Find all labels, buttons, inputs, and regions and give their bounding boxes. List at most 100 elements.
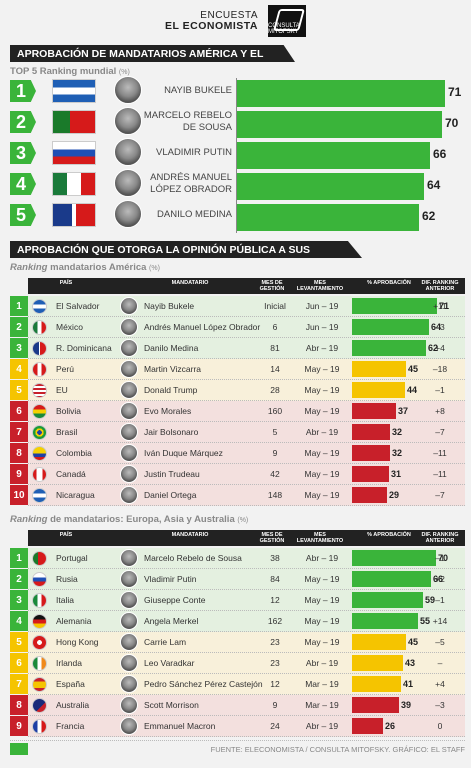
country-name: Nicaragua	[56, 490, 95, 500]
rank-number: 7	[10, 674, 28, 694]
leader-name: Carrie Lam	[144, 637, 187, 647]
approval-bar	[352, 592, 423, 608]
table-row: 5 Hong Kong Carrie Lam 23 May – 19 45 –5	[10, 632, 465, 653]
months-in-office: 23	[270, 658, 280, 668]
ranking-difference: –1	[435, 385, 445, 395]
leader-photo	[120, 612, 138, 630]
months-in-office: 23	[270, 637, 280, 647]
top5-row: 1 NAYIB BUKELE 71	[10, 76, 465, 107]
ranking-difference: –18	[432, 364, 448, 374]
rank-number: 7	[10, 422, 28, 442]
leader-photo	[120, 591, 138, 609]
country-flag	[32, 383, 47, 398]
approval-bar	[352, 655, 403, 671]
approval-bar	[352, 382, 405, 398]
country-flag	[32, 299, 47, 314]
survey-month: May – 19	[304, 574, 340, 584]
rank-number: 3	[10, 590, 28, 610]
approval-bar	[352, 319, 429, 335]
rank-number: 4	[10, 359, 28, 379]
ranking-difference: –3	[435, 322, 445, 332]
rank-number: 6	[10, 401, 28, 421]
survey-month: Abr – 19	[305, 343, 339, 353]
months-in-office: 5	[272, 427, 278, 437]
section2-title: APROBACIÓN QUE OTORGA LA OPINIÓN PÚBLICA…	[10, 241, 362, 258]
leader-photo	[120, 549, 138, 567]
ranking-difference: 0	[437, 721, 443, 731]
leader-name: Leo Varadkar	[144, 658, 195, 668]
rank-badge: 5	[10, 204, 36, 226]
months-in-office: 148	[267, 490, 283, 500]
table-row: 6 Bolivia Evo Morales 160 May – 19 37 +8	[10, 401, 465, 422]
leader-photo	[120, 717, 138, 735]
rank-number: 8	[10, 443, 28, 463]
survey-month: Abr – 19	[305, 658, 339, 668]
approval-bar	[352, 445, 390, 461]
country-name: Francia	[56, 721, 85, 731]
leader-name: Evo Morales	[144, 406, 192, 416]
rank-number: 8	[10, 695, 28, 715]
survey-month: Mar – 19	[305, 700, 339, 710]
country-flag	[32, 467, 47, 482]
table-row: 2 Rusia Vladimir Putin 84 May – 19 66 +2	[10, 569, 465, 590]
leader-name: Angela Merkel	[144, 616, 199, 626]
country-name: Alemania	[56, 616, 92, 626]
country-flag	[32, 593, 47, 608]
survey-month: Jun – 19	[305, 322, 339, 332]
leader-photo	[120, 318, 138, 336]
rank-number: 5	[10, 632, 28, 652]
country-flag	[32, 425, 47, 440]
approval-bar	[352, 403, 396, 419]
country-name: Bolivia	[56, 406, 82, 416]
approval-bar	[352, 571, 431, 587]
ranking-difference: –7	[435, 427, 445, 437]
country-flag	[32, 341, 47, 356]
leader-photo	[120, 360, 138, 378]
leader-photo	[120, 381, 138, 399]
months-in-office: 28	[270, 385, 280, 395]
ranking-difference: –5	[435, 637, 445, 647]
table-row: 9 Francia Emmanuel Macron 24 Abr – 19 26 0	[10, 716, 465, 737]
top5-row: 5 DANILO MEDINA 62	[10, 200, 465, 231]
rank-number: 6	[10, 653, 28, 673]
approval-value: 37	[398, 406, 409, 416]
bar	[237, 204, 419, 231]
leader-photo	[120, 633, 138, 651]
survey-month: May – 19	[304, 490, 340, 500]
header-mandatario: MANDATARIO	[171, 532, 209, 538]
rank-badge: 2	[10, 111, 36, 133]
table-row: 6 Irlanda Leo Varadkar 23 Abr – 19 43 –	[10, 653, 465, 674]
bar	[237, 142, 430, 169]
country-flag	[32, 572, 47, 587]
country-name: Brasil	[56, 427, 78, 437]
header-aprob: % APROBACIÓN	[367, 532, 411, 538]
leader-name: Emmanuel Macron	[144, 721, 216, 731]
leader-photo	[120, 486, 138, 504]
survey-month: May – 19	[304, 364, 340, 374]
approval-value: 66	[433, 574, 444, 584]
leader-name: Daniel Ortega	[144, 490, 197, 500]
value-label: 66	[433, 147, 447, 161]
table-row: 7 España Pedro Sánchez Pérez Castejón 12 Mar…	[10, 674, 465, 695]
ranking-difference: –7	[435, 490, 445, 500]
approval-bar	[352, 550, 436, 566]
leader-name: Giuseppe Conte	[144, 595, 206, 605]
months-in-office: 162	[267, 616, 283, 626]
leader-name: Justin Trudeau	[144, 469, 200, 479]
top5-row: 2 MARCELO REBELO DE SOUSA 70	[10, 107, 465, 138]
approval-value: 29	[389, 490, 400, 500]
country-name: EU	[56, 385, 68, 395]
leader-name: Martin Vizcarra	[144, 364, 201, 374]
bar	[237, 111, 442, 138]
approval-value: 31	[391, 469, 402, 479]
ranking-difference: +2	[435, 574, 445, 584]
rank-number: 9	[10, 464, 28, 484]
leader-name: Andrés Manuel López Obrador	[144, 322, 261, 332]
row-background	[28, 695, 465, 716]
ranking-difference: –1	[435, 595, 445, 605]
country-flag	[52, 203, 96, 227]
survey-month: May – 19	[304, 448, 340, 458]
leader-name: Pedro Sánchez Pérez Castejón	[144, 679, 263, 689]
country-flag	[32, 698, 47, 713]
rank-badge: 1	[10, 80, 36, 102]
